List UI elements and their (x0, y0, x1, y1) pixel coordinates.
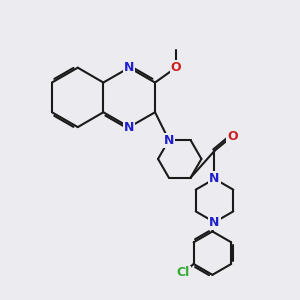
Text: Cl: Cl (177, 266, 190, 279)
Text: O: O (170, 61, 181, 74)
Text: N: N (164, 134, 174, 147)
Text: N: N (124, 121, 134, 134)
Text: N: N (124, 61, 134, 74)
Text: O: O (227, 130, 238, 142)
Text: N: N (209, 216, 220, 229)
Text: N: N (209, 172, 220, 185)
